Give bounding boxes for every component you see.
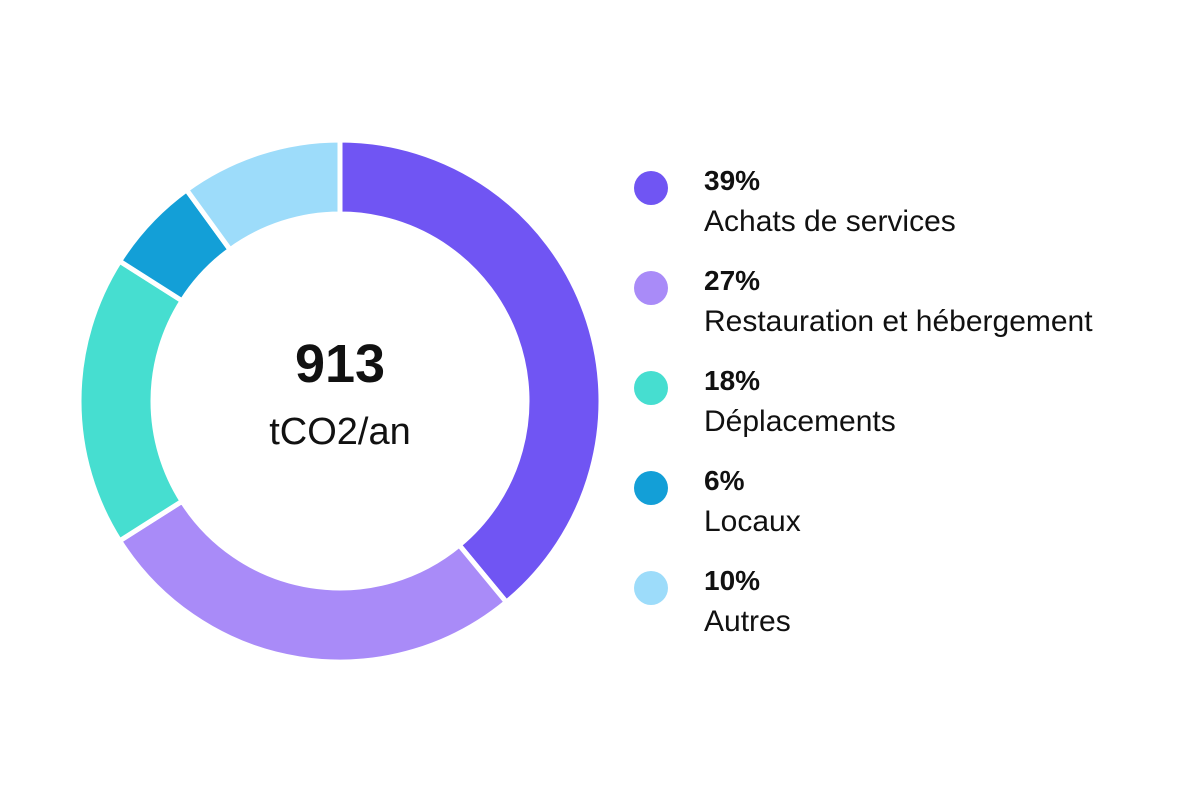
legend-swatch — [634, 471, 668, 505]
legend-item: 27% Restauration et hébergement — [632, 262, 1192, 362]
total-value: 913 — [295, 334, 385, 394]
donut-slice — [183, 137, 343, 254]
legend-item: 10% Autres — [632, 562, 1192, 662]
donut-slice — [116, 497, 510, 665]
legend-percent: 6% — [704, 465, 745, 496]
legend-item: 18% Déplacements — [632, 362, 1192, 462]
legend-item: 6% Locaux — [632, 462, 1192, 562]
legend-swatch — [634, 371, 668, 405]
legend-swatch — [634, 271, 668, 305]
donut-slice — [76, 257, 186, 545]
legend-swatch — [634, 171, 668, 205]
legend-percent: 10% — [704, 565, 761, 596]
legend-label: Autres — [704, 605, 791, 638]
legend: 39% Achats de services 27% Restauration et … — [632, 162, 1192, 662]
legend-item: 39% Achats de services — [632, 162, 1192, 262]
legend-percent: 18% — [704, 365, 761, 396]
donut-slices — [76, 137, 604, 665]
donut-slice — [337, 137, 604, 606]
legend-label: Restauration et hébergement — [704, 305, 1093, 338]
legend-percent: 27% — [704, 265, 761, 296]
donut-chart: 913 tCO2/an — [76, 137, 604, 665]
legend-label: Achats de services — [704, 205, 956, 238]
legend-label: Locaux — [704, 505, 801, 538]
legend-label: Déplacements — [704, 405, 896, 438]
legend-swatch — [634, 571, 668, 605]
total-unit: tCO2/an — [269, 411, 411, 453]
legend-percent: 39% — [704, 165, 761, 196]
